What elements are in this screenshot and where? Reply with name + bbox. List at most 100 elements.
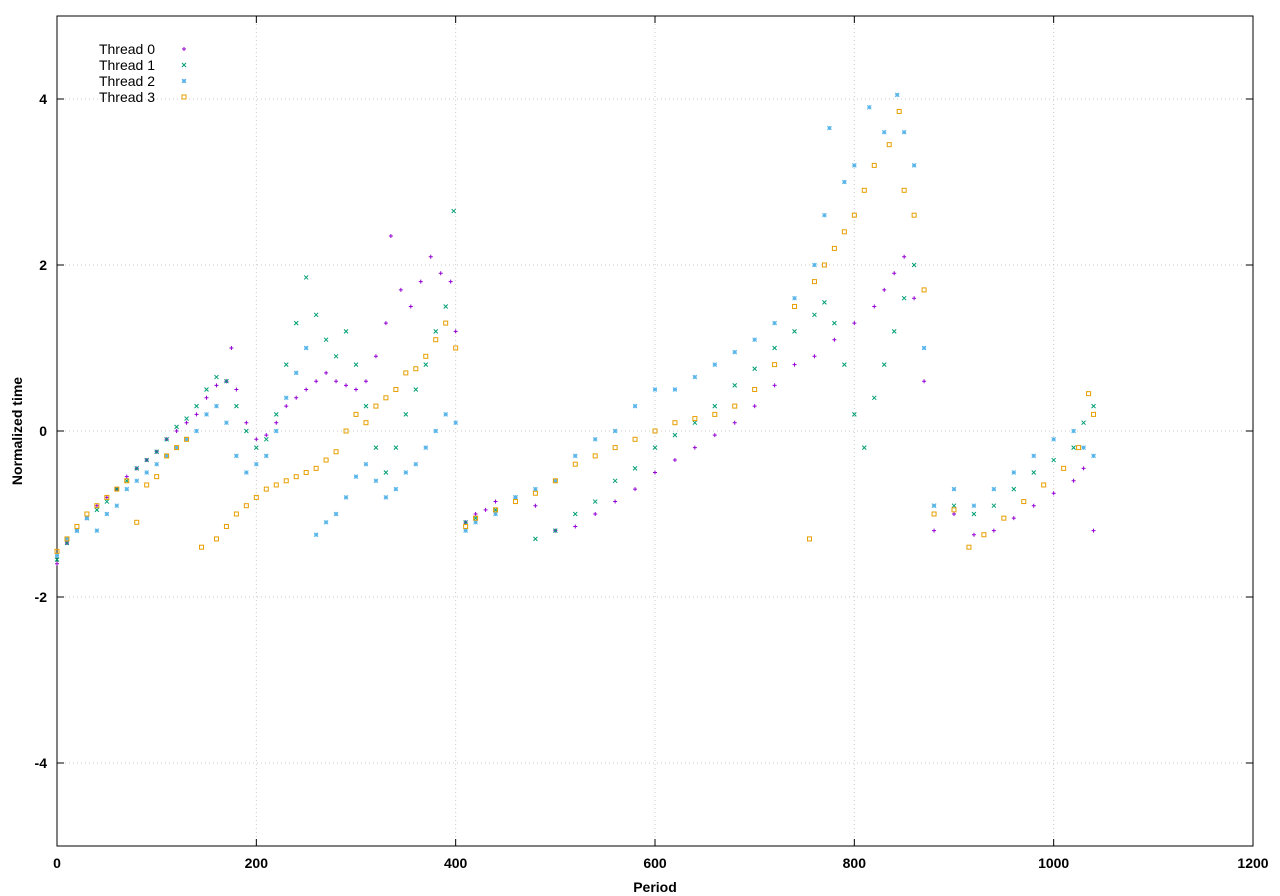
- data-points: [54, 92, 1097, 566]
- y-axis-title: Normalized time: [9, 377, 25, 485]
- x-tick-label: 200: [245, 855, 269, 871]
- data-point: [752, 387, 758, 392]
- data-point: [283, 395, 289, 401]
- data-point: [1091, 403, 1096, 409]
- legend-label: Thread 0: [99, 41, 155, 57]
- data-point: [199, 544, 205, 550]
- data-point: [313, 465, 319, 471]
- data-point: [403, 470, 409, 475]
- data-point: [822, 299, 827, 305]
- data-point: [263, 453, 269, 459]
- data-point: [423, 445, 429, 450]
- data-point: [652, 445, 658, 450]
- data-point: [94, 503, 100, 509]
- data-point: [423, 362, 429, 367]
- data-point: [672, 432, 678, 438]
- x-tick-label: 600: [643, 855, 667, 871]
- data-point: [882, 287, 887, 292]
- data-point: [991, 486, 997, 492]
- data-point: [512, 499, 518, 505]
- data-point: [732, 349, 738, 355]
- data-point: [114, 486, 120, 492]
- data-point: [473, 515, 478, 521]
- data-point: [1091, 453, 1096, 459]
- x-tick-label: 400: [444, 855, 468, 871]
- data-point: [433, 329, 439, 334]
- data-point: [981, 532, 987, 538]
- data-point: [1051, 491, 1056, 496]
- data-point: [633, 487, 638, 492]
- data-point: [293, 474, 299, 480]
- data-point: [144, 470, 150, 475]
- data-point: [164, 436, 169, 442]
- data-point: [1041, 482, 1047, 488]
- data-point: [353, 362, 359, 367]
- data-point: [443, 412, 449, 417]
- data-point: [732, 420, 737, 425]
- data-point: [94, 528, 100, 533]
- data-point: [174, 429, 179, 433]
- data-point: [592, 499, 598, 504]
- data-point: [54, 548, 60, 554]
- data-point: [966, 544, 972, 550]
- data-point: [827, 125, 832, 131]
- data-point: [433, 337, 439, 343]
- data-point: [273, 482, 279, 488]
- data-point: [343, 329, 349, 334]
- data-point: [1081, 420, 1086, 426]
- data-point: [54, 553, 60, 558]
- data-point: [1081, 445, 1086, 450]
- data-point: [533, 503, 538, 508]
- data-point: [124, 478, 130, 484]
- data-point: [592, 436, 598, 442]
- data-point: [1081, 466, 1086, 471]
- y-tick-label: 0: [39, 423, 47, 439]
- data-point: [214, 403, 219, 409]
- data-point: [453, 329, 458, 334]
- data-point: [892, 271, 897, 276]
- data-point: [254, 437, 259, 442]
- data-point: [124, 478, 130, 484]
- data-point: [94, 507, 100, 513]
- data-point: [831, 245, 837, 251]
- data-point: [911, 212, 917, 218]
- data-point: [881, 129, 887, 135]
- data-point: [184, 420, 189, 425]
- data-point: [204, 412, 209, 417]
- data-point: [1061, 465, 1067, 471]
- data-point: [313, 532, 319, 538]
- data-point: [174, 445, 179, 450]
- data-point: [812, 312, 817, 318]
- data-point: [632, 465, 638, 471]
- data-point: [894, 92, 900, 98]
- data-point: [1031, 503, 1036, 508]
- data-point: [408, 304, 413, 309]
- data-point: [114, 503, 120, 509]
- data-point: [493, 507, 498, 513]
- data-point: [204, 387, 209, 392]
- data-point: [552, 478, 558, 484]
- data-point: [922, 379, 927, 384]
- data-point: [911, 163, 917, 168]
- data-point: [354, 387, 358, 392]
- data-point: [124, 474, 129, 479]
- data-point: [451, 208, 457, 214]
- data-point: [443, 304, 449, 309]
- data-point: [438, 271, 443, 276]
- data-point: [712, 411, 718, 417]
- data-point: [194, 428, 199, 434]
- data-point: [772, 362, 778, 368]
- data-point: [363, 461, 369, 467]
- data-point: [931, 511, 937, 517]
- data-point: [752, 366, 758, 372]
- x-tick-label: 1000: [1038, 855, 1069, 871]
- data-point: [224, 378, 229, 384]
- data-point: [413, 461, 419, 467]
- data-point: [672, 420, 678, 426]
- data-point: [184, 436, 190, 442]
- data-point: [293, 370, 299, 376]
- data-point: [453, 345, 459, 351]
- data-point: [772, 383, 777, 388]
- grid-lines: [57, 16, 1253, 846]
